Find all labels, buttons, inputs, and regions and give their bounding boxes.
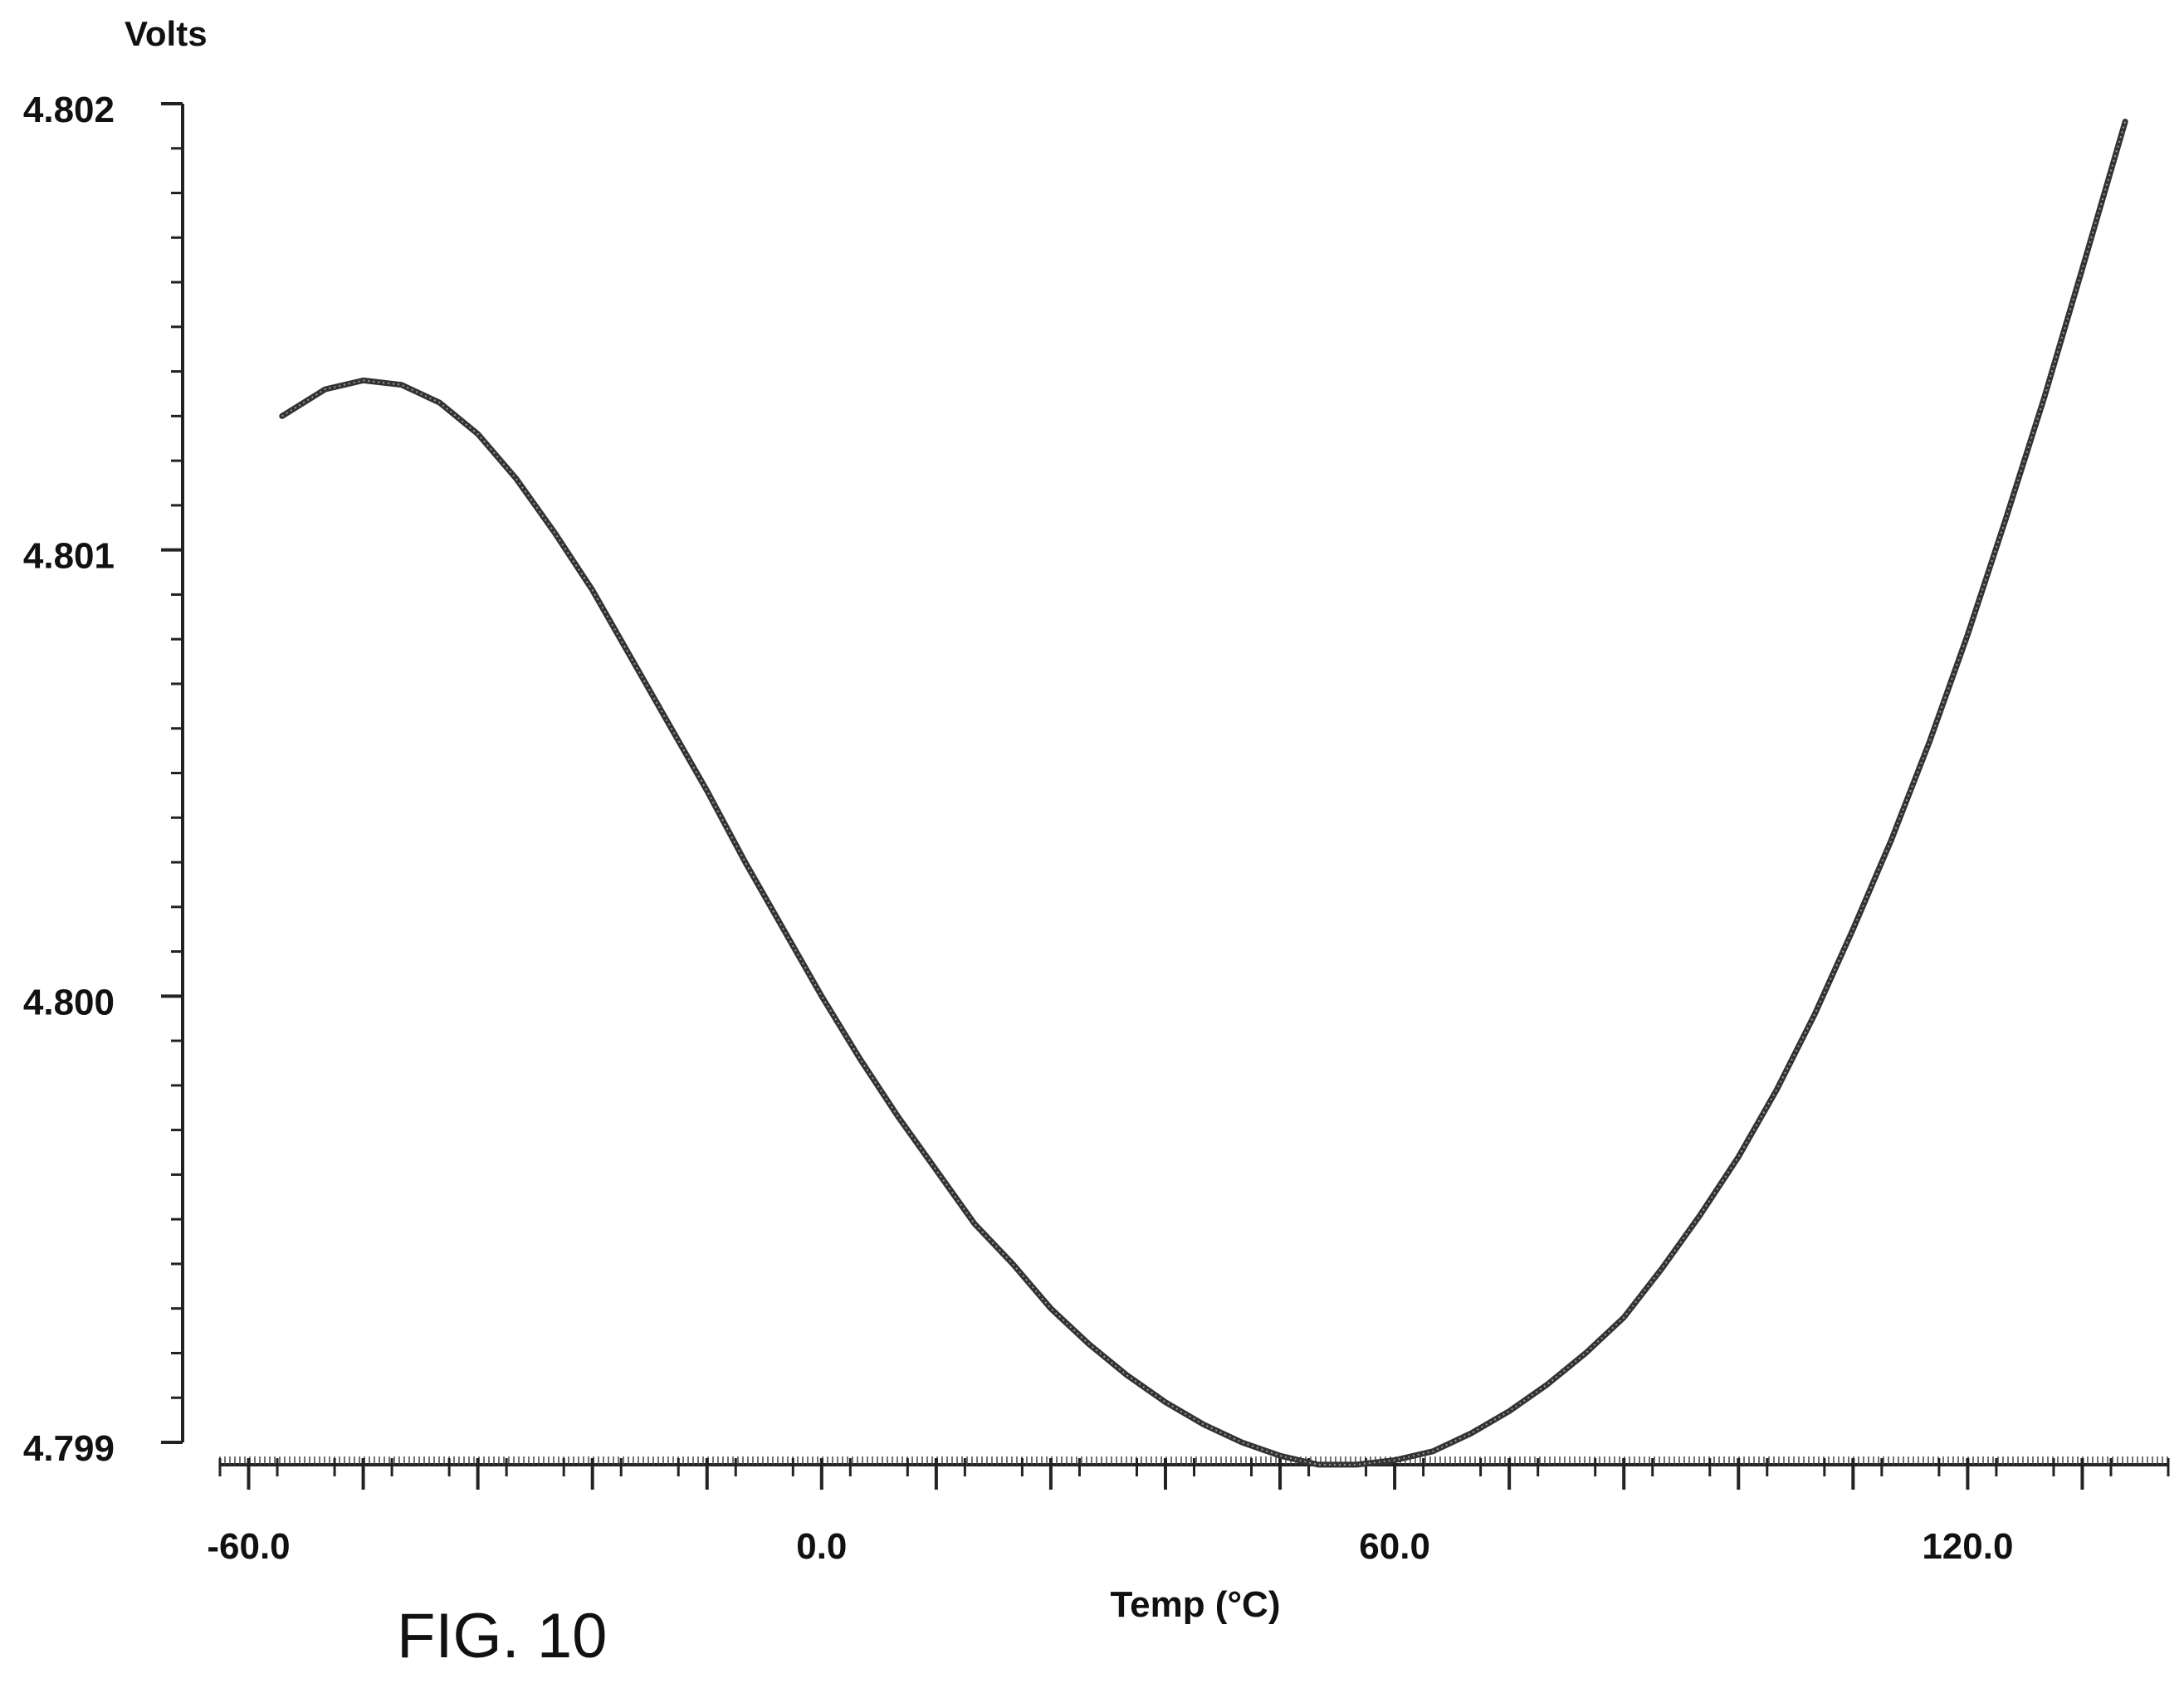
y-tick-label: 4.801	[23, 536, 115, 577]
x-tick-label: 120.0	[1922, 1526, 2013, 1567]
axes: Volts Temp (°C)	[125, 14, 2168, 1625]
y-axis-title: Volts	[125, 14, 208, 53]
figure-label: FIG. 10	[397, 1601, 608, 1671]
x-tick-label: 60.0	[1359, 1526, 1430, 1567]
y-tick-label: 4.802	[23, 90, 115, 130]
y-tick-label: 4.800	[23, 982, 115, 1022]
y-tick-label: 4.799	[23, 1428, 115, 1469]
x-tick-label: -60.0	[207, 1526, 290, 1567]
series-line-texture	[281, 121, 2127, 1466]
ticks: 4.799 4.800 4.801 4.802 -60.0 0.0 60.0 120.0	[23, 90, 2170, 1567]
series-layer	[279, 119, 2128, 1468]
series-line	[279, 119, 2128, 1468]
x-axis-title: Temp (°C)	[1111, 1584, 1281, 1625]
x-tick-label: 0.0	[796, 1526, 847, 1567]
